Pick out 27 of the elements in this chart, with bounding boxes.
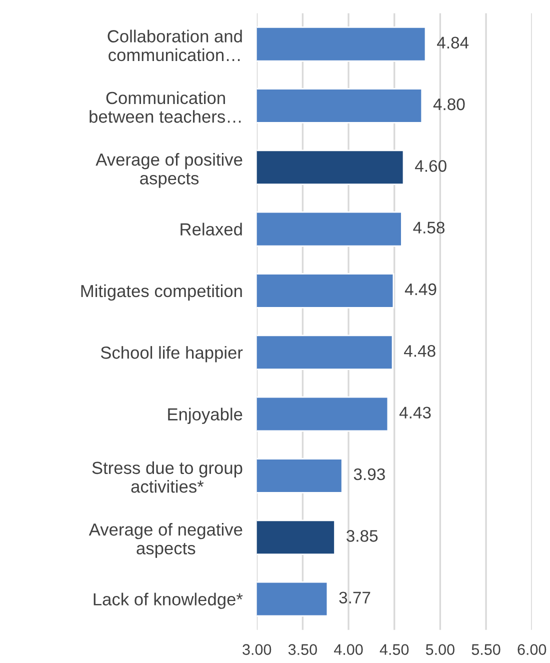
data-label: 3.93 (354, 468, 385, 480)
y-tick-label: Stress due to group activities* (92, 461, 242, 493)
x-tick-label: 3.00 (242, 644, 272, 655)
y-tick-label: Average of positive aspects (96, 153, 242, 188)
data-label: 3.77 (339, 592, 370, 604)
data-label: 4.84 (437, 36, 469, 49)
x-tick-label: 6.00 (518, 644, 546, 655)
y-tick-label: School life happier (100, 346, 243, 362)
y-tick-label: Relaxed (180, 222, 242, 236)
x-tick-label: 3.50 (288, 644, 317, 655)
data-label: 4.43 (399, 406, 431, 419)
data-label: 4.80 (433, 98, 465, 110)
y-tick-label: Lack of knowledge* (94, 592, 243, 609)
y-tick-label: Communication between teachers… (90, 91, 241, 123)
data-label: 4.60 (415, 160, 446, 172)
x-tick-label: 4.00 (334, 644, 363, 655)
y-tick-label: Average of negative aspects (88, 522, 242, 558)
data-label: 3.85 (346, 530, 378, 542)
x-tick-label: 5.50 (472, 644, 500, 655)
data-label: 4.58 (413, 222, 445, 234)
data-label: 4.48 (404, 345, 436, 357)
y-tick-label: Enjoyable (168, 408, 242, 424)
x-tick-label: 4.50 (380, 644, 409, 655)
y-tick-label: Mitigates competition (81, 284, 242, 301)
y-tick-label: Collaboration and communication… (108, 30, 242, 62)
data-label: 4.49 (404, 283, 436, 296)
x-tick-label: 5.00 (426, 644, 454, 655)
